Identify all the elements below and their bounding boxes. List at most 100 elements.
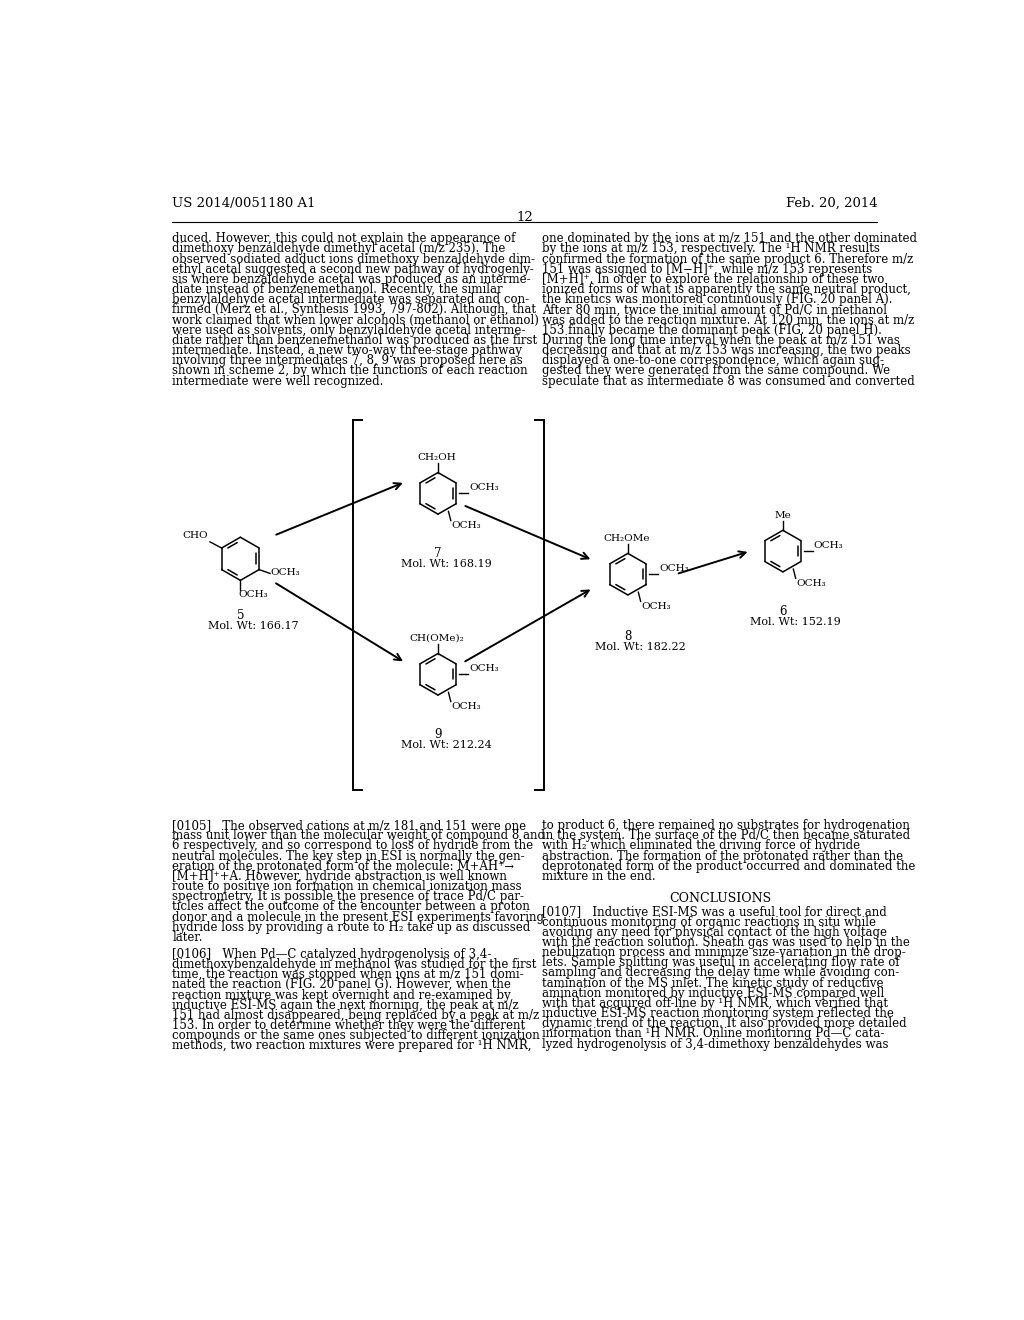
Text: [0106]   When Pd—C catalyzed hydrogenolysis of 3,4-: [0106] When Pd—C catalyzed hydrogenolysi… xyxy=(172,948,492,961)
Text: hydride loss by providing a route to H₂ take up as discussed: hydride loss by providing a route to H₂ … xyxy=(172,921,530,933)
Text: 5: 5 xyxy=(237,609,244,622)
Text: dynamic trend of the reaction. It also provided more detailed: dynamic trend of the reaction. It also p… xyxy=(542,1018,906,1030)
Text: CONCLUSIONS: CONCLUSIONS xyxy=(669,892,771,906)
Text: confirmed the formation of the same product 6. Therefore m/z: confirmed the formation of the same prod… xyxy=(542,252,913,265)
Text: CH₂OMe: CH₂OMe xyxy=(603,533,649,543)
Text: involving three intermediates 7, 8, 9 was proposed here as: involving three intermediates 7, 8, 9 wa… xyxy=(172,354,523,367)
Text: ticles affect the outcome of the encounter between a proton: ticles affect the outcome of the encount… xyxy=(172,900,530,913)
Text: OCH₃: OCH₃ xyxy=(797,579,826,589)
Text: OCH₃: OCH₃ xyxy=(452,521,481,531)
Text: inductive ESI-MS reaction monitoring system reflected the: inductive ESI-MS reaction monitoring sys… xyxy=(542,1007,894,1020)
Text: eration of the protonated form of the molecule: M+AH⁺→: eration of the protonated form of the mo… xyxy=(172,859,514,873)
Text: time, the reaction was stopped when ions at m/z 151 domi-: time, the reaction was stopped when ions… xyxy=(172,969,524,981)
Text: 6: 6 xyxy=(779,605,786,618)
Text: 6 respectively, and so correspond to loss of hydride from the: 6 respectively, and so correspond to los… xyxy=(172,840,534,853)
Text: [M+H]⁺. In order to explore the relationship of these two: [M+H]⁺. In order to explore the relation… xyxy=(542,273,885,286)
Text: ethyl acetal suggested a second new pathway of hydrogenly-: ethyl acetal suggested a second new path… xyxy=(172,263,535,276)
Text: amination monitored by inductive ESI-MS compared well: amination monitored by inductive ESI-MS … xyxy=(542,987,884,999)
Text: sis where benzaldehyde acetal was produced as an interme-: sis where benzaldehyde acetal was produc… xyxy=(172,273,530,286)
Text: deprotonated form of the product occurred and dominated the: deprotonated form of the product occurre… xyxy=(542,859,915,873)
Text: by the ions at m/z 153, respectively. The ¹H NMR results: by the ions at m/z 153, respectively. Th… xyxy=(542,243,880,256)
Text: with H₂ which eliminated the driving force of hydride: with H₂ which eliminated the driving for… xyxy=(542,840,860,853)
Text: sampling and decreasing the delay time while avoiding con-: sampling and decreasing the delay time w… xyxy=(542,966,899,979)
Text: information than ¹H NMR. Online monitoring Pd—C cata-: information than ¹H NMR. Online monitori… xyxy=(542,1027,885,1040)
Text: spectrometry. It is possible the presence of trace Pd/C par-: spectrometry. It is possible the presenc… xyxy=(172,890,524,903)
Text: dimethoxybenzaldehyde in methanol was studied for the first: dimethoxybenzaldehyde in methanol was st… xyxy=(172,958,537,972)
Text: diate rather than benzenemethanol was produced as the first: diate rather than benzenemethanol was pr… xyxy=(172,334,538,347)
Text: compounds or the same ones subjected to different ionization: compounds or the same ones subjected to … xyxy=(172,1030,540,1043)
Text: avoiding any need for physical contact of the high voltage: avoiding any need for physical contact o… xyxy=(542,925,887,939)
Text: inductive ESI-MS again the next morning, the peak at m/z: inductive ESI-MS again the next morning,… xyxy=(172,999,519,1011)
Text: the kinetics was monitored continuously (FIG. 20 panel A).: the kinetics was monitored continuously … xyxy=(542,293,892,306)
Text: intermediate. Instead, a new two-way three-stage pathway: intermediate. Instead, a new two-way thr… xyxy=(172,345,522,358)
Text: [0105]   The observed cations at m/z 181 and 151 were one: [0105] The observed cations at m/z 181 a… xyxy=(172,818,526,832)
Text: benzylaldehyde acetal intermediate was separated and con-: benzylaldehyde acetal intermediate was s… xyxy=(172,293,529,306)
Text: nated the reaction (FIG. 20 panel G). However, when the: nated the reaction (FIG. 20 panel G). Ho… xyxy=(172,978,511,991)
Text: OCH₃: OCH₃ xyxy=(469,483,499,492)
Text: CHO: CHO xyxy=(182,532,209,540)
Text: firmed (Merz et al., Synthesis 1993, 797-802). Although, that: firmed (Merz et al., Synthesis 1993, 797… xyxy=(172,304,537,317)
Text: OCH₃: OCH₃ xyxy=(814,541,844,549)
Text: one dominated by the ions at m/z 151 and the other dominated: one dominated by the ions at m/z 151 and… xyxy=(542,232,916,246)
Text: OCH₃: OCH₃ xyxy=(239,590,268,599)
Text: CH(OMe)₂: CH(OMe)₂ xyxy=(409,634,464,643)
Text: continuous monitoring of organic reactions in situ while: continuous monitoring of organic reactio… xyxy=(542,916,876,928)
Text: neutral molecules. The key step in ESI is normally the gen-: neutral molecules. The key step in ESI i… xyxy=(172,850,524,862)
Text: OCH₃: OCH₃ xyxy=(452,702,481,711)
Text: to product 6, there remained no substrates for hydrogenation: to product 6, there remained no substrat… xyxy=(542,818,909,832)
Text: 153. In order to determine whether they were the different: 153. In order to determine whether they … xyxy=(172,1019,525,1032)
Text: Feb. 20, 2014: Feb. 20, 2014 xyxy=(785,197,878,210)
Text: shown in scheme 2, by which the functions of each reaction: shown in scheme 2, by which the function… xyxy=(172,364,527,378)
Text: 151 had almost disappeared, being replaced by a peak at m/z: 151 had almost disappeared, being replac… xyxy=(172,1008,540,1022)
Text: 153 finally became the dominant peak (FIG. 20 panel H).: 153 finally became the dominant peak (FI… xyxy=(542,323,882,337)
Text: During the long time interval when the peak at m/z 151 was: During the long time interval when the p… xyxy=(542,334,900,347)
Text: mixture in the end.: mixture in the end. xyxy=(542,870,655,883)
Text: 8: 8 xyxy=(625,630,632,643)
Text: speculate that as intermediate 8 was consumed and converted: speculate that as intermediate 8 was con… xyxy=(542,375,914,388)
Text: methods, two reaction mixtures were prepared for ¹H NMR,: methods, two reaction mixtures were prep… xyxy=(172,1039,531,1052)
Text: later.: later. xyxy=(172,931,203,944)
Text: Mol. Wt: 152.19: Mol. Wt: 152.19 xyxy=(751,618,841,627)
Text: observed sodiated adduct ions dimethoxy benzaldehyde dim-: observed sodiated adduct ions dimethoxy … xyxy=(172,252,536,265)
Text: mass unit lower than the molecular weight of compound 8 and: mass unit lower than the molecular weigh… xyxy=(172,829,545,842)
Text: 9: 9 xyxy=(434,729,441,742)
Text: nebulization process and minimize size-variation in the drop-: nebulization process and minimize size-v… xyxy=(542,946,905,960)
Text: lets. Sample splitting was useful in accelerating flow rate of: lets. Sample splitting was useful in acc… xyxy=(542,956,899,969)
Text: lyzed hydrogenolysis of 3,4-dimethoxy benzaldehydes was: lyzed hydrogenolysis of 3,4-dimethoxy be… xyxy=(542,1038,889,1051)
Text: with that acquired off-line by ¹H NMR, which verified that: with that acquired off-line by ¹H NMR, w… xyxy=(542,997,888,1010)
Text: ionized forms of what is apparently the same neutral product,: ionized forms of what is apparently the … xyxy=(542,284,910,296)
Text: dimethoxy benzaldehyde dimethyl acetal (m/z 235). The: dimethoxy benzaldehyde dimethyl acetal (… xyxy=(172,243,506,256)
Text: Mol. Wt: 166.17: Mol. Wt: 166.17 xyxy=(208,622,298,631)
Text: Mol. Wt: 168.19: Mol. Wt: 168.19 xyxy=(400,558,492,569)
Text: OCH₃: OCH₃ xyxy=(469,664,499,673)
Text: OCH₃: OCH₃ xyxy=(270,568,300,577)
Text: tamination of the MS inlet. The kinetic study of reductive: tamination of the MS inlet. The kinetic … xyxy=(542,977,884,990)
Text: After 80 min, twice the initial amount of Pd/C in methanol: After 80 min, twice the initial amount o… xyxy=(542,304,887,317)
Text: gested they were generated from the same compound. We: gested they were generated from the same… xyxy=(542,364,890,378)
Text: CH₂OH: CH₂OH xyxy=(417,453,456,462)
Text: work claimed that when lower alcohols (methanol or ethanol): work claimed that when lower alcohols (m… xyxy=(172,314,539,326)
Text: US 2014/0051180 A1: US 2014/0051180 A1 xyxy=(172,197,315,210)
Text: intermediate were well recognized.: intermediate were well recognized. xyxy=(172,375,384,388)
Text: displayed a one-to-one correspondence, which again sug-: displayed a one-to-one correspondence, w… xyxy=(542,354,884,367)
Text: Me: Me xyxy=(774,511,792,520)
Text: 151 was assigned to [M−H]⁺, while m/z 153 represents: 151 was assigned to [M−H]⁺, while m/z 15… xyxy=(542,263,872,276)
Text: 7: 7 xyxy=(434,548,441,560)
Text: in the system. The surface of the Pd/C then became saturated: in the system. The surface of the Pd/C t… xyxy=(542,829,910,842)
Text: Mol. Wt: 212.24: Mol. Wt: 212.24 xyxy=(400,739,492,750)
Text: [M+H]⁺+A. However, hydride abstraction is well known: [M+H]⁺+A. However, hydride abstraction i… xyxy=(172,870,507,883)
Text: abstraction. The formation of the protonated rather than the: abstraction. The formation of the proton… xyxy=(542,850,903,862)
Text: donor and a molecule in the present ESI experiments favoring: donor and a molecule in the present ESI … xyxy=(172,911,544,924)
Text: OCH₃: OCH₃ xyxy=(641,602,671,611)
Text: reaction mixture was kept overnight and re-examined by: reaction mixture was kept overnight and … xyxy=(172,989,511,1002)
Text: were used as solvents, only benzylaldehyde acetal interme-: were used as solvents, only benzylaldehy… xyxy=(172,323,525,337)
Text: Mol. Wt: 182.22: Mol. Wt: 182.22 xyxy=(595,642,686,652)
Text: diate instead of benzenemethanol. Recently, the similar: diate instead of benzenemethanol. Recent… xyxy=(172,284,503,296)
Text: OCH₃: OCH₃ xyxy=(658,564,688,573)
Text: [0107]   Inductive ESI-MS was a useful tool for direct and: [0107] Inductive ESI-MS was a useful too… xyxy=(542,906,887,919)
Text: route to positive ion formation in chemical ionization mass: route to positive ion formation in chemi… xyxy=(172,880,522,894)
Text: 12: 12 xyxy=(516,211,534,224)
Text: duced. However, this could not explain the appearance of: duced. However, this could not explain t… xyxy=(172,232,515,246)
Text: with the reaction solution. Sheath gas was used to help in the: with the reaction solution. Sheath gas w… xyxy=(542,936,909,949)
Text: was added to the reaction mixture. At 120 min, the ions at m/z: was added to the reaction mixture. At 12… xyxy=(542,314,914,326)
